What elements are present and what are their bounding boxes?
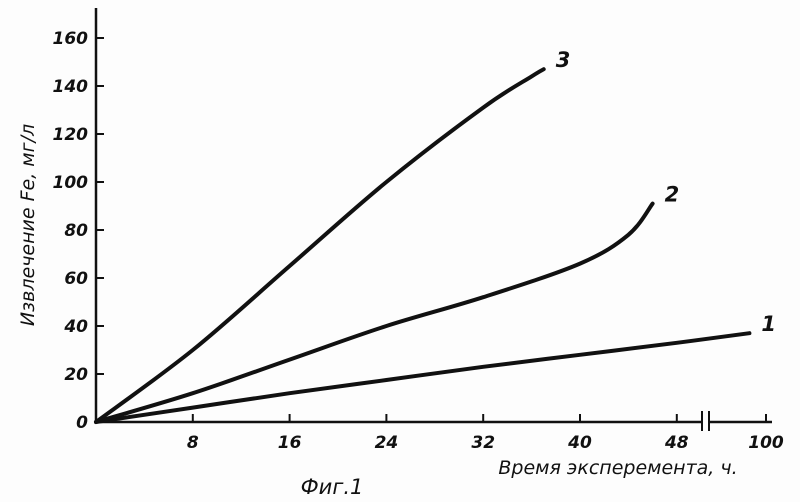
y-tick-label: 140 [53,77,89,97]
series-group: 1 2 3 [96,48,776,422]
series-line-2 [96,204,653,422]
x-tick-group: 8 16 24 32 40 48 100 [187,414,784,453]
x-tick-label: 16 [278,433,302,453]
x-tick-label: 32 [471,433,495,453]
x-tick-label: 48 [664,433,689,453]
series-label-1: 1 [761,312,776,336]
figure-caption: Фиг.1 [301,475,364,499]
y-tick-label: 80 [64,221,88,241]
y-axis-title: Извлечение Fe, мг/л [17,124,39,326]
series-label-3: 3 [556,48,571,72]
x-tick-label: 8 [187,433,199,453]
x-tick-label: 24 [375,433,399,453]
x-tick-label: 40 [567,433,592,453]
y-tick-label: 100 [53,173,89,193]
y-tick-label: 120 [53,125,89,145]
y-tick-label: 40 [63,317,88,337]
x-tick-label: 100 [748,433,784,453]
y-tick-label: 60 [64,269,88,289]
series-label-2: 2 [665,183,680,207]
y-tick-label: 160 [53,29,89,49]
y-tick-label: 0 [76,413,88,433]
x-axis-title: Время эксперемента, ч. [498,457,737,479]
y-tick-label: 20 [64,365,88,385]
